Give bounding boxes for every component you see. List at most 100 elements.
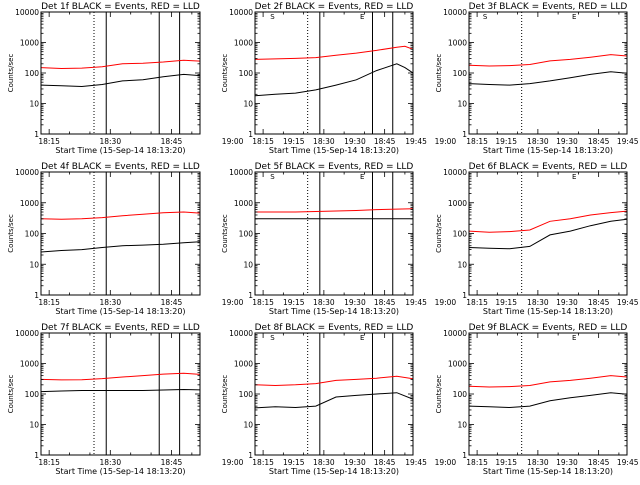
x-tick-label: 18:45	[588, 137, 610, 146]
plot-frame	[468, 171, 628, 296]
marker-label: E	[572, 334, 576, 342]
x-tick-label: 18:45	[374, 298, 396, 307]
x-tick-label: 19:30	[344, 137, 366, 146]
chart-title: Det 2f BLACK = Events, RED = LLD	[255, 2, 414, 12]
marker-label: E	[360, 334, 364, 342]
y-axis-label: Counts/sec	[7, 214, 15, 253]
x-tick-label: 18:15	[38, 137, 60, 146]
x-tick-label: 18:45	[161, 458, 183, 467]
y-tick-label: 1000	[20, 360, 39, 369]
x-axis-label: Start Time (15-Sep-14 18:13:20)	[55, 467, 185, 476]
x-axis-label: Start Time (15-Sep-14 18:13:20)	[55, 146, 185, 155]
series-line-events	[255, 63, 413, 97]
y-tick-label: 10000	[15, 329, 39, 338]
plot-frame	[40, 171, 201, 296]
marker-lines	[93, 172, 181, 295]
x-tick-label: 18:45	[374, 137, 396, 146]
x-tick-label: 18:45	[161, 298, 183, 307]
y-tick-label: 10	[29, 421, 39, 430]
chart-title: Det 8f BLACK = Events, RED = LLD	[255, 323, 414, 333]
series-line-lld	[255, 208, 413, 213]
x-tick-label: 19:45	[617, 458, 639, 467]
y-tick-label: 1	[248, 451, 253, 460]
y-tick-label: 10	[243, 421, 253, 430]
y-tick-label: 10000	[229, 329, 253, 338]
y-tick-label: 1	[34, 451, 39, 460]
x-tick-label: 19:00	[435, 458, 457, 467]
x-axis-label: Start Time (15-Sep-14 18:13:20)	[269, 146, 399, 155]
y-tick-label: 100	[239, 69, 254, 78]
y-tick-label: 10	[29, 260, 39, 269]
plot-frame	[254, 11, 414, 135]
plot-frame	[40, 332, 201, 456]
y-tick-label: 1000	[448, 199, 467, 208]
marker-label: S	[270, 173, 275, 181]
x-axis-label: Start Time (15-Sep-14 18:13:20)	[269, 467, 399, 476]
y-tick-label: 10000	[229, 8, 253, 17]
x-tick-label: 18:30	[313, 137, 335, 146]
x-tick-label: 18:15	[466, 298, 488, 307]
y-axis-label: Counts/sec	[435, 214, 443, 253]
marker-label: E	[360, 13, 364, 21]
y-tick-label: 100	[239, 230, 254, 239]
y-tick-label: 10000	[443, 8, 467, 17]
y-axis-label: Counts/sec	[7, 375, 15, 414]
chart-title: Det 6f BLACK = Events, RED = LLD	[469, 162, 628, 172]
marker-label: S	[483, 13, 488, 21]
y-tick-label: 1	[462, 130, 467, 139]
x-tick-label: 19:00	[222, 458, 244, 467]
y-tick-label: 10	[29, 100, 39, 109]
x-tick-label: 19:45	[405, 137, 427, 146]
y-tick-label: 1000	[20, 199, 39, 208]
y-tick-label: 10	[457, 100, 467, 109]
x-tick-label: 18:30	[99, 298, 121, 307]
x-tick-label: 19:15	[283, 298, 305, 307]
y-tick-label: 1000	[234, 360, 253, 369]
x-tick-label: 19:45	[405, 458, 427, 467]
series-line-events	[469, 218, 627, 250]
y-tick-label: 1	[462, 291, 467, 300]
y-tick-label: 1	[248, 291, 253, 300]
x-tick-label: 18:30	[527, 137, 549, 146]
x-tick-label: 18:45	[588, 458, 610, 467]
marker-label: S	[270, 334, 275, 342]
series-line-events	[255, 392, 413, 409]
y-tick-label: 10	[457, 260, 467, 269]
y-tick-label: 10000	[15, 8, 39, 17]
x-tick-label: 19:00	[222, 298, 244, 307]
x-tick-label: 18:15	[252, 298, 274, 307]
x-tick-label: 19:00	[435, 137, 457, 146]
x-tick-label: 19:45	[405, 298, 427, 307]
y-tick-label: 1	[34, 291, 39, 300]
x-axis-label: Start Time (15-Sep-14 18:13:20)	[269, 307, 399, 316]
y-tick-label: 100	[25, 390, 40, 399]
plot-frame	[254, 332, 414, 456]
x-tick-label: 18:15	[38, 298, 60, 307]
y-tick-label: 10000	[443, 329, 467, 338]
x-tick-label: 19:30	[556, 137, 578, 146]
y-axis-label: Counts/sec	[435, 375, 443, 414]
x-tick-label: 18:30	[313, 458, 335, 467]
marker-lines	[521, 333, 523, 455]
chart-title: Det 3f BLACK = Events, RED = LLD	[469, 2, 628, 12]
y-axis-label: Counts/sec	[221, 375, 229, 414]
y-tick-label: 100	[25, 230, 40, 239]
series-line-events	[41, 241, 200, 253]
y-tick-label: 10000	[443, 168, 467, 177]
chart-panel-2: Det 2f BLACK = Events, RED = LLD S E 1 10 100…	[221, 2, 639, 155]
y-tick-label: 10	[243, 260, 253, 269]
x-tick-label: 19:00	[435, 298, 457, 307]
chart-panel-7: Det 7f BLACK = Events, RED = LLD S E 1 10 100…	[7, 323, 427, 476]
chart-title: Det 7f BLACK = Events, RED = LLD	[41, 323, 200, 333]
x-axis-label: Start Time (15-Sep-14 18:13:20)	[483, 146, 613, 155]
series-line-lld	[41, 372, 200, 381]
x-tick-label: 19:00	[222, 137, 244, 146]
marker-lines	[93, 333, 181, 455]
y-tick-label: 1000	[448, 39, 467, 48]
x-axis-label: Start Time (15-Sep-14 18:13:20)	[55, 307, 185, 316]
marker-lines	[521, 172, 523, 295]
series-line-lld	[255, 45, 413, 60]
